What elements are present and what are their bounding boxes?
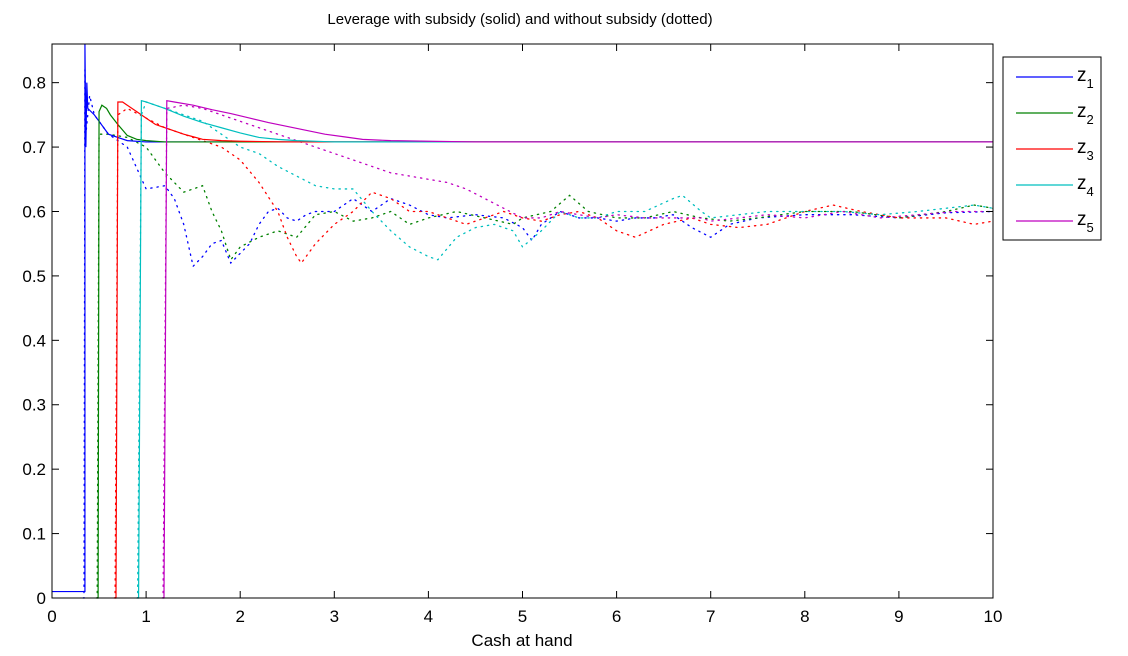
y-axis: 0 0.1 0.2 0.3 0.4 0.5 0.6 0.7 0.8 <box>22 74 993 608</box>
x-tick-label: 7 <box>706 607 715 626</box>
y-tick-label: 0.8 <box>22 74 46 93</box>
x-tick-label: 8 <box>800 607 809 626</box>
series-z5-solid-line <box>163 99 993 599</box>
series-z3-solid-line <box>115 101 993 599</box>
series-z4-solid-line <box>137 99 993 599</box>
y-tick-label: 0.4 <box>22 331 46 350</box>
legend-label-z3: z3 <box>1077 137 1094 163</box>
legend-label-base: z <box>1077 137 1087 158</box>
y-tick-label: 0.7 <box>22 138 46 157</box>
x-tick-label: 10 <box>984 607 1003 626</box>
x-tick-label: 9 <box>894 607 903 626</box>
legend-label-z4: z4 <box>1077 173 1094 199</box>
legend-label-subscript: 3 <box>1087 148 1094 163</box>
y-tick-label: 0.3 <box>22 396 46 415</box>
y-tick-label: 0.2 <box>22 460 46 479</box>
chart-title: Leverage with subsidy (solid) and withou… <box>327 11 712 28</box>
legend-label-subscript: 2 <box>1087 112 1094 127</box>
legend-label-base: z <box>1077 173 1087 194</box>
x-tick-label: 2 <box>235 607 244 626</box>
x-tick-label: 0 <box>47 607 56 626</box>
series-group <box>52 43 993 599</box>
legend-label-z2: z2 <box>1077 101 1094 127</box>
x-tick-label: 3 <box>330 607 339 626</box>
legend-label-base: z <box>1077 101 1087 122</box>
x-tick-label: 5 <box>518 607 527 626</box>
series-z5-dotted-line <box>161 104 993 599</box>
series-z2-dotted-line <box>95 133 993 599</box>
x-tick-label: 1 <box>141 607 150 626</box>
x-tick-label: 6 <box>612 607 621 626</box>
legend-label-subscript: 5 <box>1087 220 1094 235</box>
x-axis: 0 1 2 3 4 5 6 7 8 9 10 <box>47 44 1002 626</box>
legend-label-z5: z5 <box>1077 209 1094 235</box>
y-tick-label: 0.6 <box>22 202 46 221</box>
legend-label-subscript: 1 <box>1087 76 1094 91</box>
legend-label-base: z <box>1077 65 1087 86</box>
x-tick-label: 4 <box>424 607 433 626</box>
y-tick-label: 0.1 <box>22 525 46 544</box>
y-tick-label: 0 <box>37 589 46 608</box>
legend-label-base: z <box>1077 209 1087 230</box>
legend-label-z1: z1 <box>1077 65 1094 91</box>
x-axis-label: Cash at hand <box>471 631 572 650</box>
legend-label-subscript: 4 <box>1087 184 1094 199</box>
y-tick-label: 0.5 <box>22 267 46 286</box>
